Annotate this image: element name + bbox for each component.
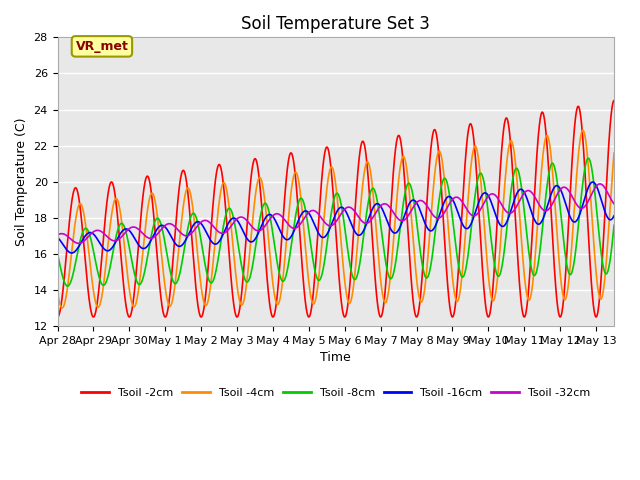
Tsoil -8cm [610, 222, 618, 228]
Title: Soil Temperature Set 3: Soil Temperature Set 3 [241, 15, 430, 33]
Tsoil -8cm [117, 220, 125, 226]
Tsoil -4cm [579, 127, 587, 133]
Y-axis label: Soil Temperature (C): Soil Temperature (C) [15, 118, 28, 246]
Tsoil -32cm [268, 215, 275, 220]
Tsoil -4cm [291, 169, 299, 175]
Line: Tsoil -16cm: Tsoil -16cm [58, 182, 614, 253]
Tsoil -4cm [58, 305, 66, 311]
Text: VR_met: VR_met [76, 40, 129, 53]
Tsoil -2cm [599, 243, 607, 249]
Tsoil -2cm [117, 253, 125, 259]
Tsoil -4cm [150, 194, 158, 200]
Tsoil -8cm [600, 264, 607, 270]
Tsoil -4cm [540, 149, 547, 155]
Tsoil -16cm [268, 212, 275, 218]
Tsoil -32cm [610, 201, 618, 207]
Tsoil -8cm [150, 221, 158, 227]
Tsoil -4cm [610, 150, 618, 156]
Line: Tsoil -4cm: Tsoil -4cm [58, 130, 614, 308]
Tsoil -32cm [596, 181, 604, 187]
Tsoil -2cm [54, 314, 61, 320]
Tsoil -16cm [54, 235, 61, 240]
Tsoil -8cm [291, 215, 299, 221]
Legend: Tsoil -2cm, Tsoil -4cm, Tsoil -8cm, Tsoil -16cm, Tsoil -32cm: Tsoil -2cm, Tsoil -4cm, Tsoil -8cm, Tsoi… [77, 384, 595, 402]
Tsoil -4cm [268, 264, 275, 270]
Tsoil -16cm [291, 225, 299, 231]
Tsoil -16cm [589, 179, 596, 185]
Tsoil -16cm [117, 229, 125, 235]
Tsoil -16cm [610, 213, 618, 219]
Tsoil -8cm [54, 252, 61, 257]
Tsoil -8cm [584, 156, 592, 161]
Line: Tsoil -8cm: Tsoil -8cm [58, 158, 614, 286]
Tsoil -16cm [600, 204, 607, 210]
Tsoil -32cm [54, 232, 61, 238]
Tsoil -32cm [600, 183, 607, 189]
Tsoil -8cm [64, 283, 72, 289]
Tsoil -32cm [150, 234, 158, 240]
Tsoil -2cm [610, 97, 618, 103]
Tsoil -2cm [150, 216, 158, 222]
Line: Tsoil -2cm: Tsoil -2cm [58, 100, 614, 317]
Tsoil -8cm [540, 216, 547, 222]
Line: Tsoil -32cm: Tsoil -32cm [58, 184, 614, 243]
Tsoil -32cm [540, 207, 547, 213]
Tsoil -4cm [54, 289, 61, 295]
Tsoil -16cm [540, 215, 547, 221]
Tsoil -4cm [117, 216, 125, 221]
Tsoil -8cm [268, 220, 275, 226]
Tsoil -2cm [540, 110, 547, 116]
Tsoil -2cm [267, 309, 275, 315]
Tsoil -16cm [68, 250, 76, 256]
Tsoil -4cm [600, 287, 607, 292]
X-axis label: Time: Time [321, 351, 351, 364]
Tsoil -16cm [150, 231, 158, 237]
Tsoil -32cm [291, 225, 299, 231]
Tsoil -2cm [291, 170, 299, 176]
Tsoil -32cm [75, 240, 83, 246]
Tsoil -32cm [117, 234, 125, 240]
